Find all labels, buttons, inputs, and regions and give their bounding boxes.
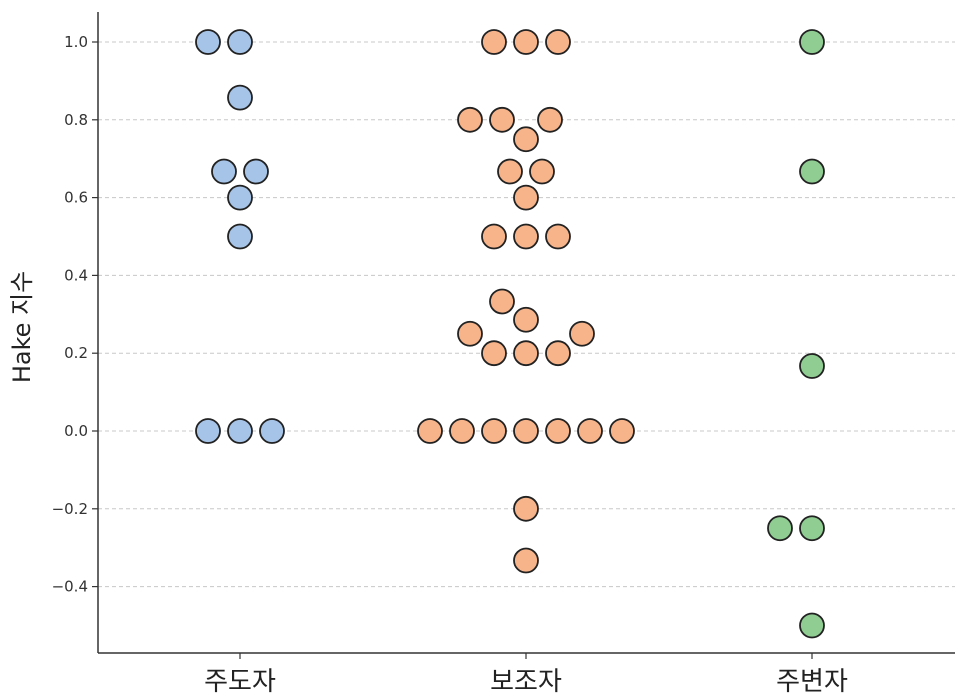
- data-point: [227, 84, 253, 111]
- y-tick-label: 1.0: [64, 33, 88, 51]
- data-point: [195, 418, 221, 444]
- data-point: [513, 495, 539, 522]
- data-point: [489, 106, 515, 133]
- x-tick-label: 보조자: [490, 667, 562, 697]
- data-point: [513, 306, 539, 333]
- data-point: [449, 418, 475, 444]
- data-point: [545, 340, 571, 367]
- data-point: [513, 223, 539, 250]
- y-tick-label: 0.2: [64, 344, 88, 362]
- series-1: [195, 29, 285, 444]
- data-point: [799, 612, 825, 639]
- data-point: [545, 223, 571, 250]
- data-point: [799, 353, 825, 379]
- data-point: [227, 29, 253, 55]
- series-2: [417, 29, 635, 574]
- data-point: [481, 223, 507, 250]
- y-tick-label: 0.8: [64, 111, 88, 129]
- data-points: [195, 29, 825, 639]
- y-axis-title: Hake 지수: [8, 271, 36, 383]
- data-point: [537, 106, 563, 133]
- data-point: [513, 418, 539, 444]
- y-tick-label: 0.4: [64, 266, 88, 284]
- data-point: [417, 418, 443, 444]
- data-point: [227, 418, 253, 444]
- data-point: [545, 29, 571, 55]
- y-tick-label: −0.2: [52, 500, 88, 518]
- data-point: [211, 158, 237, 185]
- y-tick-label: 0.0: [64, 422, 88, 440]
- data-point: [227, 223, 253, 250]
- data-point: [481, 418, 507, 444]
- data-point: [529, 158, 555, 185]
- data-point: [497, 158, 523, 185]
- x-tick-label: 주도자: [204, 667, 276, 697]
- x-tick-label: 주변자: [776, 667, 848, 697]
- data-point: [569, 320, 595, 347]
- data-point: [457, 320, 483, 347]
- data-point: [545, 418, 571, 444]
- data-point: [259, 418, 285, 444]
- data-point: [609, 418, 635, 444]
- y-ticks: −0.4 −0.2 0.0 0.2 0.4 0.6 0.8 1.0: [52, 33, 98, 596]
- data-point: [481, 340, 507, 367]
- data-point: [577, 418, 603, 444]
- data-point: [457, 106, 483, 133]
- data-point: [489, 288, 515, 315]
- y-tick-label: 0.6: [64, 189, 88, 207]
- data-point: [799, 29, 825, 55]
- data-point: [513, 126, 539, 153]
- data-point: [481, 29, 507, 55]
- series-3: [767, 29, 825, 639]
- data-point: [799, 515, 825, 542]
- data-point: [513, 547, 539, 574]
- data-point: [195, 29, 221, 55]
- data-point: [243, 158, 269, 185]
- data-point: [767, 515, 793, 542]
- x-ticks: 주도자 보조자 주변자: [204, 653, 848, 697]
- data-point: [799, 158, 825, 185]
- data-point: [513, 29, 539, 55]
- y-tick-label: −0.4: [52, 578, 88, 596]
- data-point: [227, 184, 253, 211]
- data-point: [513, 184, 539, 211]
- data-point: [513, 340, 539, 367]
